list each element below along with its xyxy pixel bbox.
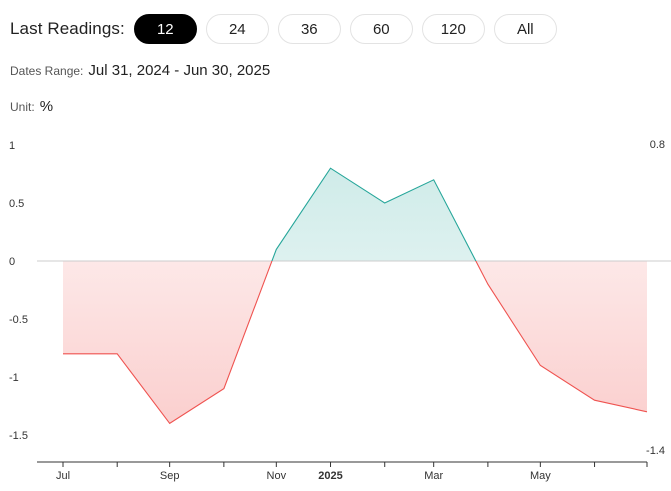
unit-info: Unit: % — [10, 98, 53, 115]
unit-label: Unit: — [10, 100, 35, 114]
dates-range: Dates Range: Jul 31, 2024 - Jun 30, 2025 — [10, 62, 270, 79]
y-tick-label: 1 — [9, 140, 15, 152]
x-tick-label: Jul — [56, 470, 70, 482]
y-tick-label: 0 — [9, 256, 15, 268]
last-readings-label: Last Readings: — [10, 19, 125, 38]
series-line-positive — [271, 167, 477, 261]
y-tick-label: -1.5 — [9, 430, 28, 442]
x-tick-label: May — [530, 470, 551, 482]
readings-option-24[interactable]: 24 — [205, 14, 269, 44]
right-label-max: 0.8 — [650, 139, 665, 151]
x-tick-label: Nov — [267, 470, 287, 482]
unit-value: % — [39, 98, 54, 115]
right-label-min: -1.4 — [646, 445, 665, 457]
dates-range-label: Dates Range: — [10, 64, 84, 78]
readings-option-all[interactable]: All — [493, 14, 557, 44]
readings-option-36[interactable]: 36 — [277, 14, 341, 44]
positive-area — [63, 168, 647, 261]
readings-option-120[interactable]: 120 — [421, 14, 485, 44]
y-tick-label: -1 — [9, 372, 19, 384]
last-readings-toolbar: Last Readings: 12 24 36 60 120 All — [10, 13, 566, 45]
readings-option-60[interactable]: 60 — [349, 14, 413, 44]
x-tick-label: Sep — [160, 470, 180, 482]
x-tick-label: 2025 — [318, 470, 342, 482]
dates-range-value: Jul 31, 2024 - Jun 30, 2025 — [88, 62, 271, 79]
negative-area — [63, 261, 647, 424]
x-tick-label: Mar — [424, 470, 443, 482]
y-tick-label: 0.5 — [9, 198, 24, 210]
y-tick-label: -0.5 — [9, 314, 28, 326]
series-line-negative — [63, 261, 648, 425]
readings-option-12[interactable]: 12 — [133, 14, 197, 44]
